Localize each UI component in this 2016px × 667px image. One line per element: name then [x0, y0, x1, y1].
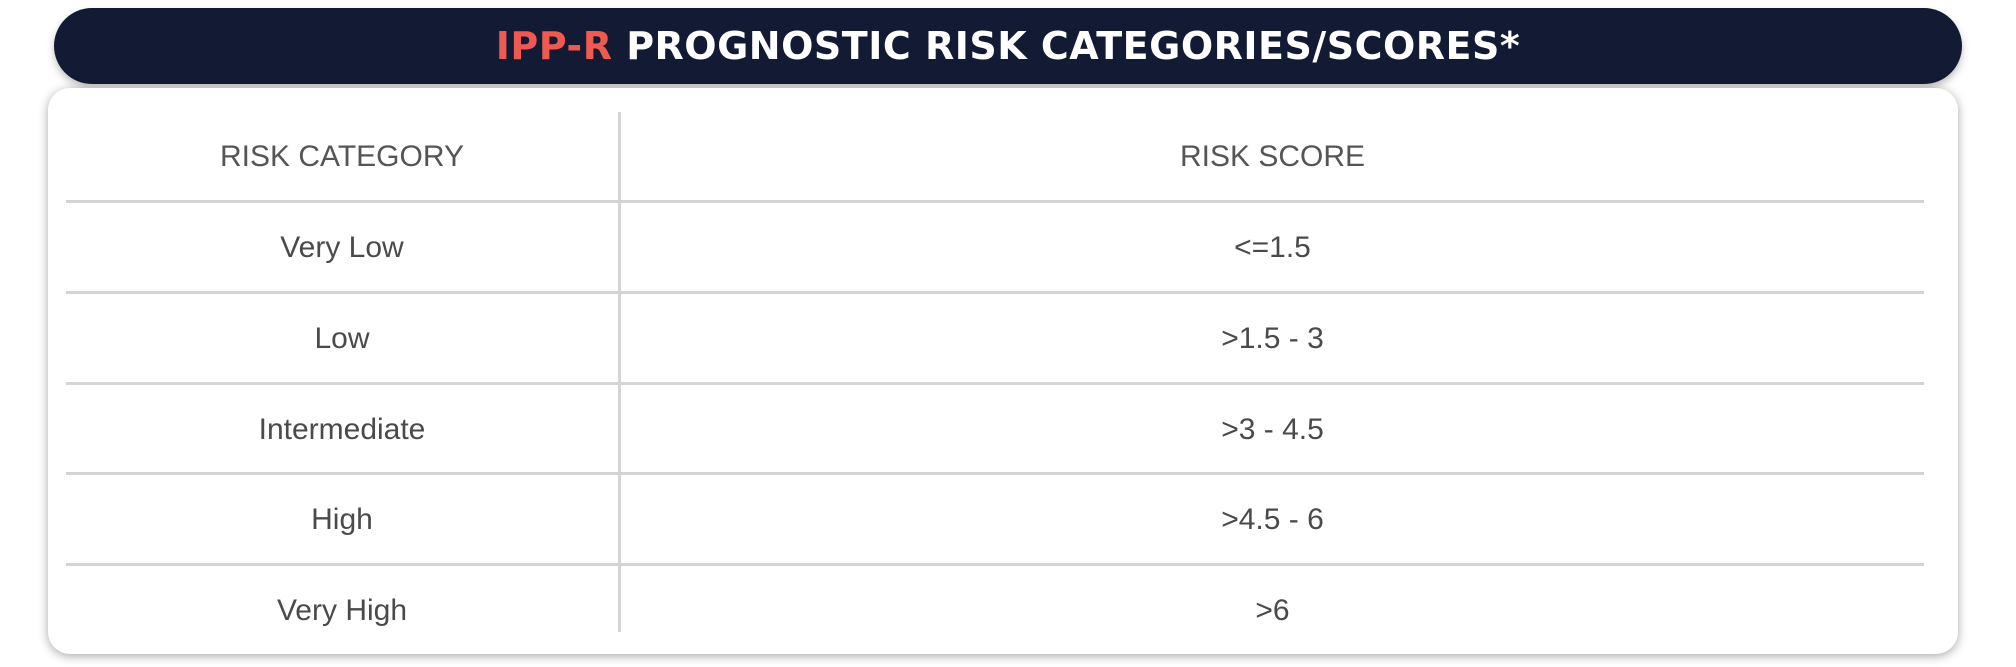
column-header-risk-score: RISK SCORE — [1179, 139, 1366, 173]
risk-score-cell: >6 — [1255, 593, 1290, 627]
risk-score-cell: >1.5 - 3 — [1221, 321, 1324, 355]
row-divider — [66, 382, 1924, 385]
table-row: Very Low <=1.5 — [66, 203, 1924, 292]
table-row: Intermediate >3 - 4.5 — [66, 385, 1924, 474]
row-divider — [66, 563, 1924, 566]
row-divider — [66, 472, 1924, 475]
column-divider — [618, 112, 621, 632]
table-card: RISK CATEGORY RISK SCORE Very Low <=1.5 … — [48, 88, 1958, 654]
risk-category-cell: High — [311, 502, 373, 536]
risk-category-cell: Intermediate — [258, 412, 426, 446]
title-text: PROGNOSTIC RISK CATEGORIES/SCORES* — [612, 24, 1521, 68]
risk-category-cell: Low — [314, 321, 370, 355]
risk-category-cell: Very Low — [280, 230, 404, 264]
column-header-risk-category: RISK CATEGORY — [220, 139, 464, 173]
row-divider — [66, 200, 1924, 203]
risk-table: RISK CATEGORY RISK SCORE Very Low <=1.5 … — [66, 112, 1924, 632]
risk-score-cell: >3 - 4.5 — [1221, 412, 1324, 446]
table-row: Low >1.5 - 3 — [66, 294, 1924, 383]
risk-score-cell: <=1.5 — [1234, 230, 1311, 264]
title-accent: IPP-R — [495, 24, 613, 68]
row-divider — [66, 291, 1924, 294]
table-header-row: RISK CATEGORY RISK SCORE — [66, 112, 1924, 201]
page-title: IPP-R PROGNOSTIC RISK CATEGORIES/SCORES* — [496, 24, 1521, 68]
table-row: High >4.5 - 6 — [66, 475, 1924, 564]
risk-score-cell: >4.5 - 6 — [1221, 502, 1324, 536]
title-banner: IPP-R PROGNOSTIC RISK CATEGORIES/SCORES* — [54, 8, 1962, 84]
risk-category-cell: Very High — [276, 593, 408, 627]
table-row: Very High >6 — [66, 566, 1924, 655]
